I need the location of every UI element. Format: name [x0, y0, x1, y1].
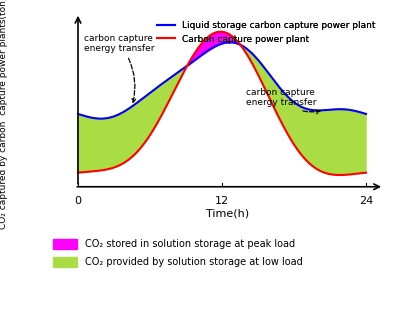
- Legend: CO₂ stored in solution storage at peak load, CO₂ provided by solution storage at: CO₂ stored in solution storage at peak l…: [53, 239, 303, 267]
- Text: CO₂ captured by carbon  capture power plants(ton): CO₂ captured by carbon capture power pla…: [0, 0, 8, 229]
- Text: carbon capture
energy transfer: carbon capture energy transfer: [84, 34, 154, 102]
- Legend: Liquid storage carbon capture power plant, Carbon capture power plant: Liquid storage carbon capture power plan…: [154, 17, 380, 47]
- X-axis label: Time(h): Time(h): [206, 209, 250, 219]
- Text: carbon capture
energy transfer: carbon capture energy transfer: [246, 88, 320, 114]
